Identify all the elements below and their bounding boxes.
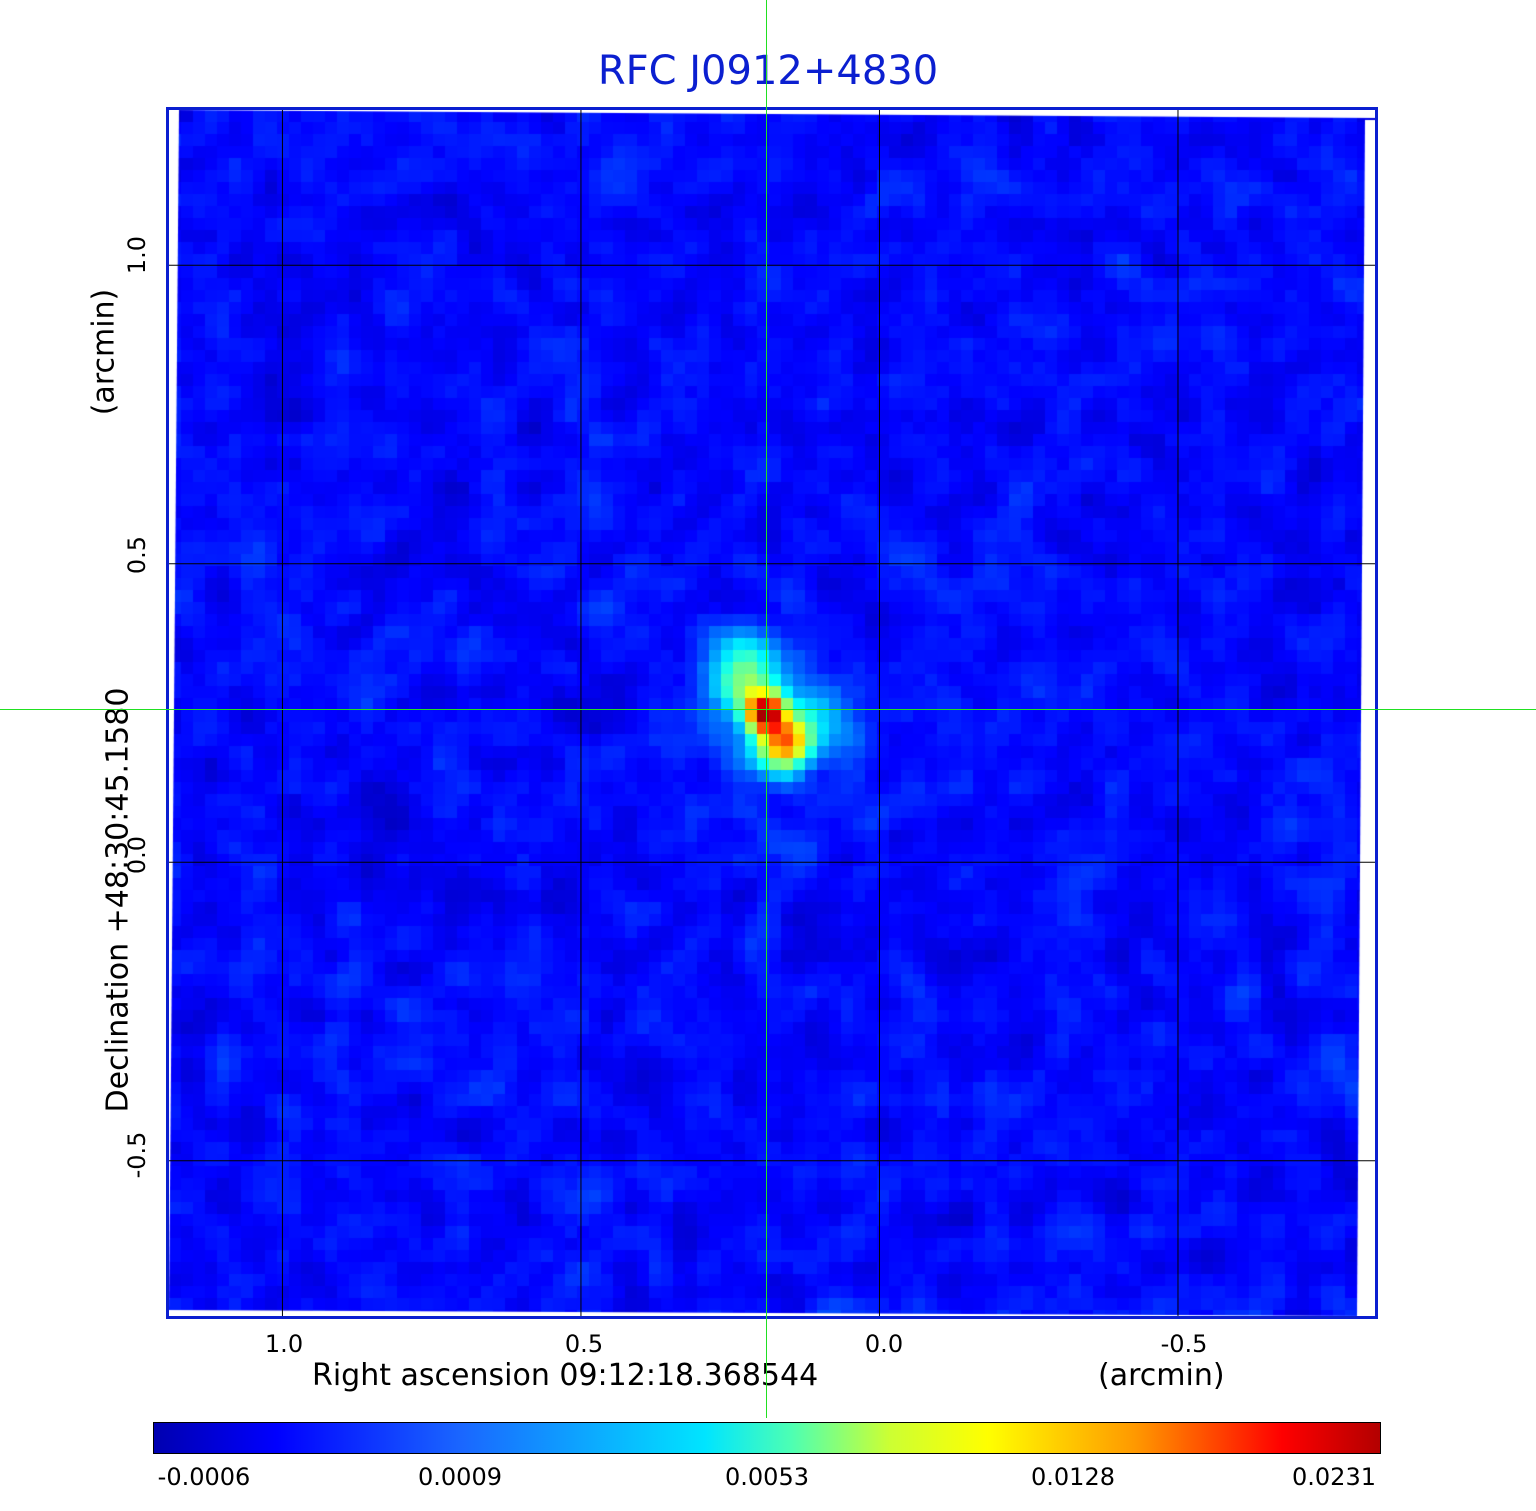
radio-map-image — [169, 110, 1375, 1316]
x-tick-label: 0.5 — [564, 1330, 604, 1358]
image-plot-area[interactable] — [166, 107, 1378, 1319]
y-tick-label: 1.0 — [123, 235, 151, 275]
y-tick-label: -0.5 — [123, 1131, 151, 1179]
x-tick-label: 0.0 — [864, 1330, 904, 1358]
colorbar-tick-label: -0.0006 — [157, 1463, 251, 1491]
y-axis-unit: (arcmin) — [86, 288, 122, 416]
crosshair-vertical — [766, 0, 767, 1418]
x-axis-unit: (arcmin) — [1098, 1358, 1225, 1393]
x-tick-label: -0.5 — [1160, 1330, 1208, 1358]
colorbar-tick-label: 0.0009 — [418, 1463, 502, 1491]
crosshair-horizontal — [0, 709, 1536, 710]
coordinate-grid — [169, 110, 1375, 1316]
plot-title: RFC J0912+4830 — [597, 48, 939, 94]
y-tick-label: 0.5 — [123, 535, 151, 575]
x-axis-label: Right ascension 09:12:18.368544 — [312, 1358, 819, 1393]
colorbar-tick-label: 0.0128 — [1031, 1463, 1115, 1491]
y-axis-label: Declination +48:30:45.1580 — [100, 687, 136, 1113]
colorbar-tick-label: 0.0053 — [725, 1463, 809, 1491]
colorbar-tick-label: 0.0231 — [1292, 1463, 1376, 1491]
colorbar — [153, 1422, 1381, 1454]
x-tick-label: 1.0 — [264, 1330, 304, 1358]
